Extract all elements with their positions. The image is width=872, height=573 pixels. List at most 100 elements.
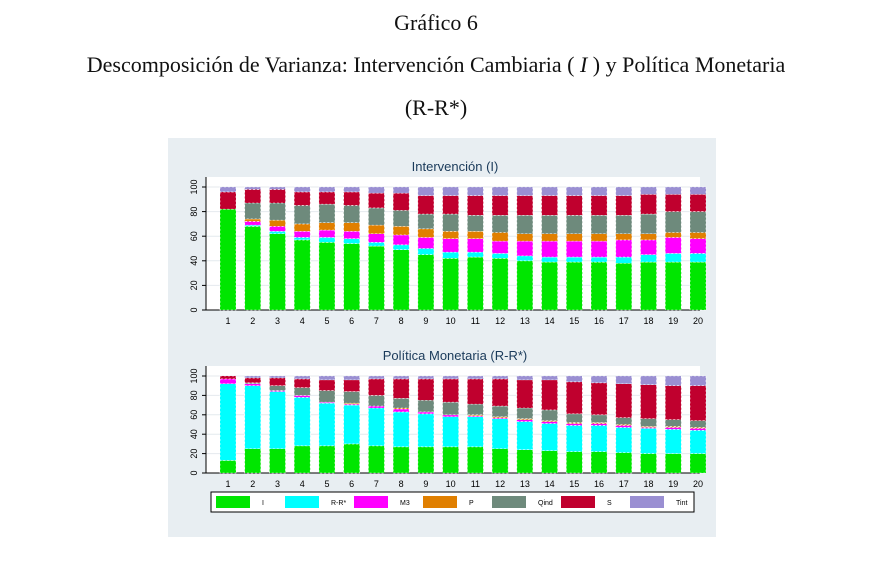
bar-segment-tint [467,375,484,380]
bar-segment-i [516,260,534,311]
bar-segment-tint [491,375,509,380]
bar-segment-i [590,451,608,474]
bar-segment-rr [467,251,484,258]
bar-segment-rr [293,237,311,241]
legend-label: Tint [676,500,687,507]
x-tick-label: 11 [471,479,480,489]
bar-segment-rr [269,391,286,450]
y-tick-label: 60 [189,410,199,420]
bar-segment-qind [640,418,657,427]
y-tick-label: 80 [189,390,199,400]
bar-segment-tint [566,186,583,196]
bar-segment-qind [392,398,410,409]
bar-segment-s [392,192,410,211]
bar-segment-rr [343,404,360,445]
bar-segment-i [640,261,657,311]
bar-segment-qind [590,414,608,423]
bar-segment-qind [392,210,410,227]
bar-segment-m [368,233,385,243]
bar-segment-p [566,233,583,242]
bar-segment-s [318,379,336,391]
bar-segment-s [269,377,286,387]
bar-segment-s [467,195,484,216]
bar-segment-rr [368,407,385,447]
x-tick-label: 10 [446,479,456,489]
bar-segment-rr [590,256,608,263]
x-tick-label: 4 [300,316,305,326]
bar-segment-i [392,249,410,311]
bar-segment-tint [219,186,237,193]
x-tick-label: 13 [520,479,530,489]
bar-segment-rr [417,248,435,255]
bar-segment-m [244,221,262,226]
bar-segment-m [318,229,336,238]
bar-segment-p [640,233,657,241]
bar-segment-i [516,449,534,474]
bar-segment-qind [343,391,360,404]
y-tick-label: 60 [189,231,199,241]
bar-segment-s [664,194,682,212]
bar-segment-m [219,378,237,385]
bar-segment-tint [516,186,534,196]
x-tick-label: 15 [569,479,579,489]
bar-segment-p [392,226,410,236]
bar-segment-qind [442,213,459,232]
bar-segment-p [516,233,534,242]
bar-segment-m [392,408,410,413]
bar-segment-s [293,191,311,206]
bar-segment-tint [491,186,509,196]
y-tick-label: 80 [189,207,199,217]
legend-label: P [469,500,474,507]
bar-segment-qind [590,214,608,235]
bar-segment-i [318,445,336,474]
bar-segment-rr [467,416,484,448]
bar-segment-rr [442,416,459,448]
bar-segment-tint [590,186,608,196]
x-tick-label: 15 [569,316,579,326]
legend-swatch [492,496,526,508]
bar-segment-i [293,239,311,311]
bar-segment-i [269,233,286,311]
bar-segment-qind [664,419,682,427]
bar-segment-p [244,218,262,222]
bar-segment-m [417,237,435,249]
bar-segment-i [566,451,583,474]
bar-segment-s [343,379,360,392]
bar-segment-rr [417,413,435,448]
bar-segment-qind [368,395,385,407]
x-tick-label: 20 [693,316,703,326]
x-tick-label: 17 [619,479,629,489]
bar-segment-s [219,375,237,380]
x-tick-label: 7 [374,316,379,326]
bar-segment-i [219,208,237,311]
bar-segment-tint [640,375,657,386]
bar-segment-rr [689,253,707,263]
bar-segment-s [664,385,682,420]
bar-segment-s [467,378,484,405]
bar-segment-s [566,195,583,216]
bar-segment-m [269,226,286,232]
title-variable: I [579,52,588,77]
x-tick-label: 14 [545,479,555,489]
bar-segment-s [417,378,435,401]
bar-segment-s [516,379,534,409]
bar-segment-p [664,232,682,238]
x-tick-label: 12 [495,316,505,326]
bar-segment-p [541,233,558,242]
legend-label: S [607,500,612,507]
y-tick-label: 20 [189,449,199,459]
bar-segment-qind [640,213,657,235]
bar-segment-tint [664,186,682,195]
figure-title-line2: (R-R*) [404,95,468,120]
bar-segment-tint [318,186,336,193]
bar-segment-i [615,262,633,311]
bar-segment-i [615,452,633,474]
bar-segment-qind [244,202,262,220]
bar-segment-i [269,448,286,474]
bar-segment-tint [293,375,311,380]
bar-segment-s [541,379,558,411]
title-part: ) y Política Monetaria [592,52,786,77]
bar-segment-rr [293,397,311,447]
bar-segment-tint [318,375,336,381]
bar-segment-m [566,240,583,258]
